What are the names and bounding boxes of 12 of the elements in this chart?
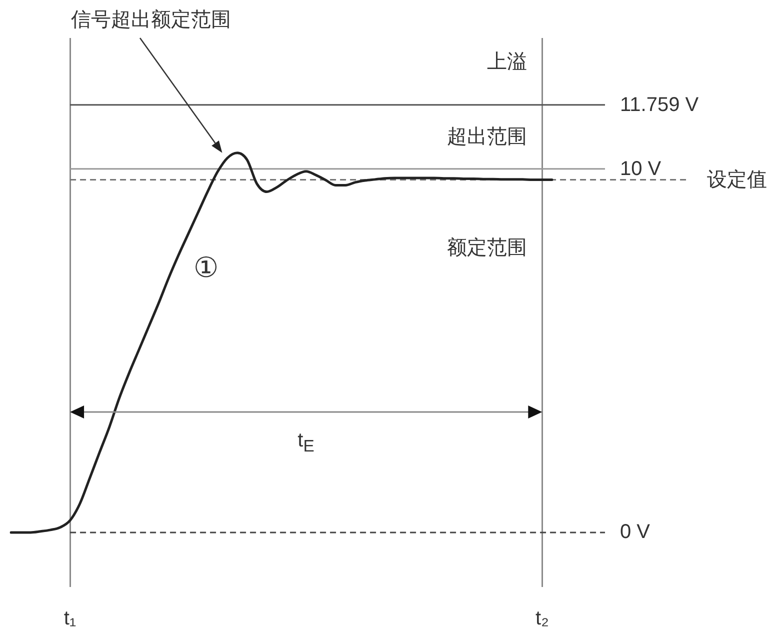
annotation: 上溢 (487, 51, 527, 73)
ref-line-label: 设定值 (707, 168, 768, 191)
annotation: 超出范围 (447, 126, 527, 148)
ref-line-label: 10 V (620, 158, 662, 180)
annotation: t$_{E}$ (298, 430, 314, 456)
annotation: 额定范围 (447, 237, 527, 259)
x-tick-label: t₁ (64, 608, 76, 630)
ref-line-label: 11.759 V (620, 94, 699, 116)
annotation: ① (193, 252, 219, 283)
ref-line-label: 0 V (620, 521, 650, 544)
x-tick-label: t₂ (536, 608, 549, 630)
text: 信号超出额定范围 (71, 9, 231, 31)
